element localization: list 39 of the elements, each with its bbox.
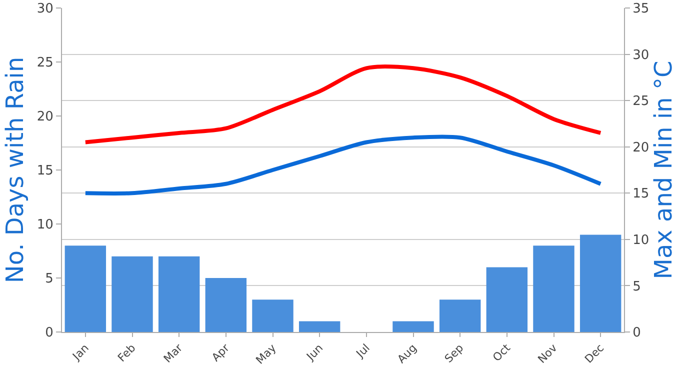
y-axis-title: No. Days with Rain <box>0 56 29 284</box>
x-tick-label: Jul <box>353 342 372 361</box>
y-tick-label: 0 <box>45 326 54 341</box>
x-tick-label: Dec <box>582 342 607 366</box>
x-tick-label: Nov <box>535 341 560 366</box>
y2-tick-label: 10 <box>632 232 650 248</box>
y2-axis-title: Max and Min in °C <box>649 60 678 280</box>
bar <box>112 256 153 332</box>
bar <box>64 246 106 332</box>
y2-tick-label: 0 <box>632 326 641 341</box>
bar <box>298 321 340 332</box>
y2-tick-label: 5 <box>632 279 641 294</box>
y2-tick-label: 20 <box>632 140 650 156</box>
y-tick-label: 10 <box>36 218 54 233</box>
bar <box>392 321 434 332</box>
y2-tick-label: 35 <box>632 2 650 17</box>
bar <box>580 234 622 332</box>
y-tick-label: 30 <box>36 2 54 17</box>
y-tick-label: 25 <box>36 56 54 71</box>
bar <box>533 246 574 332</box>
y2-tick-label: 30 <box>632 48 650 63</box>
line-series <box>83 134 603 196</box>
x-tick-label: Mar <box>161 341 186 366</box>
x-tick-label: Jan <box>70 342 92 364</box>
y-tick-label: 20 <box>36 110 54 125</box>
y2-tick-label: 25 <box>632 94 650 110</box>
bar <box>252 300 294 332</box>
bar <box>486 267 528 332</box>
x-tick-label: Apr <box>209 341 232 364</box>
bar <box>439 300 481 332</box>
y-tick-label: 15 <box>36 164 54 179</box>
x-tick-label: Oct <box>490 341 514 364</box>
bar <box>205 278 247 332</box>
x-tick-label: Jun <box>304 342 326 364</box>
x-tick-label: Feb <box>115 342 138 364</box>
x-tick-label: Sep <box>442 342 466 366</box>
y-tick-label: 5 <box>45 272 54 287</box>
y2-tick-label: 15 <box>632 186 650 202</box>
bar <box>158 256 200 332</box>
